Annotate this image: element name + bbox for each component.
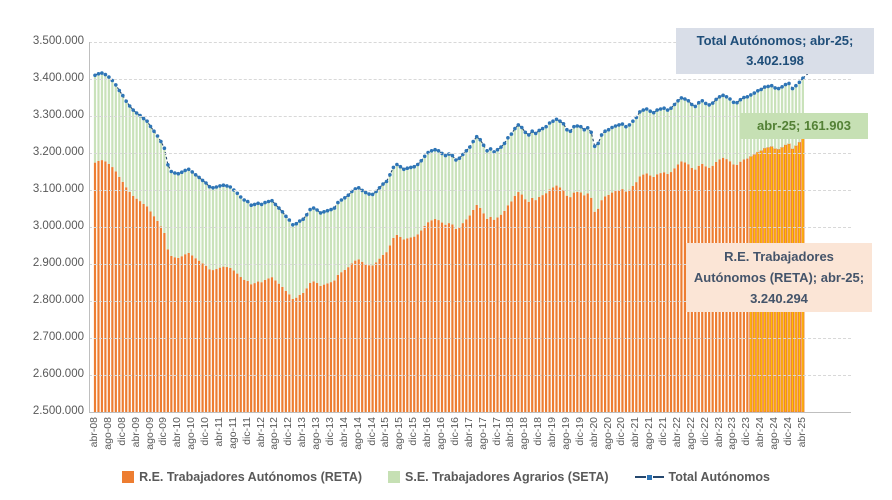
x-axis-tick-label: ago-14 xyxy=(351,417,364,450)
legend-item-seta: S.E. Trabajadores Agrarios (SETA) xyxy=(388,470,609,484)
x-axis-tick-label: ago-09 xyxy=(143,417,156,450)
x-axis-tick-label: dic-22 xyxy=(698,417,711,446)
annotation-total-autonomos: Total Autónomos; abr-25; 3.402.198 xyxy=(676,28,874,74)
x-axis-tick-label: ago-16 xyxy=(435,417,447,450)
y-axis-tick-label: 2.800.000 xyxy=(32,294,84,306)
legend-item-total: Total Autónomos xyxy=(634,470,770,484)
x-axis-tick-label: abr-15 xyxy=(379,417,392,448)
y-gridline xyxy=(89,153,851,154)
total-line-icon xyxy=(634,474,664,480)
x-axis-tick-label: ago-10 xyxy=(185,417,198,450)
y-axis-tick-label: 2.900.000 xyxy=(32,257,84,269)
x-axis-line xyxy=(89,412,851,413)
x-axis-tick-label: abr-16 xyxy=(421,417,434,448)
x-axis-tick-label: dic-17 xyxy=(490,417,503,446)
annotation-total-line1: Total Autónomos; abr-25; xyxy=(696,33,854,48)
x-axis-tick-label: abr-17 xyxy=(462,417,475,448)
x-axis-tick-label: ago-23 xyxy=(726,417,739,450)
chart-legend: R.E. Trabajadores Autónomos (RETA) S.E. … xyxy=(0,470,892,484)
y-gridline xyxy=(89,338,851,339)
y-axis-tick-label: 3.400.000 xyxy=(32,72,84,84)
x-axis-tick-label: dic-14 xyxy=(365,417,378,446)
x-axis-tick-label: dic-10 xyxy=(199,417,212,446)
x-axis-tick-label: dic-08 xyxy=(115,417,128,446)
y-gridline xyxy=(89,264,851,265)
y-gridline xyxy=(89,190,851,191)
total-line xyxy=(94,72,804,226)
x-axis-tick-label: ago-24 xyxy=(768,417,781,450)
x-axis-tick-label: abr-25 xyxy=(795,417,808,448)
x-axis-tick-label: abr-11 xyxy=(212,417,225,447)
x-axis-tick-label: ago-13 xyxy=(310,417,323,450)
x-axis-tick-label: dic-13 xyxy=(323,417,336,446)
annotation-reta-line1: R.E. Trabajadores xyxy=(724,249,834,264)
y-gridline xyxy=(89,116,851,117)
x-axis-tick-label: dic-24 xyxy=(782,417,794,446)
y-gridline xyxy=(89,42,851,43)
x-axis-tick-label: ago-17 xyxy=(476,417,489,450)
x-axis-tick-label: dic-15 xyxy=(407,417,420,446)
x-axis-tick-label: abr-19 xyxy=(546,417,559,448)
y-axis-tick-label: 2.500.000 xyxy=(32,405,84,417)
x-axis-tick-label: ago-11 xyxy=(226,417,239,449)
x-axis-tick-label: ago-08 xyxy=(101,417,114,450)
y-gridline xyxy=(89,301,851,302)
x-axis-tick-label: ago-21 xyxy=(643,417,656,450)
x-axis-tick-label: abr-14 xyxy=(337,417,350,448)
annotation-reta: R.E. Trabajadores Autónomos (RETA); abr-… xyxy=(686,243,872,312)
legend-item-reta: R.E. Trabajadores Autónomos (RETA) xyxy=(122,470,362,484)
annotation-seta-value: abr-25; 161.903 xyxy=(757,118,851,133)
x-axis-tick-label: abr-13 xyxy=(296,417,309,448)
y-gridline xyxy=(89,375,851,376)
y-axis-tick-label: 2.600.000 xyxy=(32,368,84,380)
y-axis-tick-label: 3.300.000 xyxy=(32,109,84,121)
x-axis-tick-label: abr-20 xyxy=(587,417,600,448)
x-axis-tick-label: ago-19 xyxy=(559,417,572,450)
x-axis-tick-label: ago-18 xyxy=(518,417,531,450)
y-axis-tick-label: 2.700.000 xyxy=(32,331,84,343)
x-axis-tick-label: abr-21 xyxy=(629,417,642,448)
seta-swatch-icon xyxy=(388,471,401,483)
x-axis-tick-label: ago-12 xyxy=(268,417,281,450)
x-axis-tick-label: dic-23 xyxy=(740,417,753,446)
y-axis-tick-label: 3.500.000 xyxy=(32,35,84,47)
legend-reta-label: R.E. Trabajadores Autónomos (RETA) xyxy=(139,470,363,484)
x-axis-tick-label: ago-15 xyxy=(393,417,406,450)
x-axis-tick-label: abr-24 xyxy=(754,417,767,448)
total-line-dots xyxy=(93,71,805,227)
x-axis-tick-label: dic-16 xyxy=(448,417,461,446)
y-gridline xyxy=(89,227,851,228)
x-axis-tick-label: ago-22 xyxy=(684,417,697,450)
y-axis-tick-label: 3.200.000 xyxy=(32,146,84,158)
y-gridline xyxy=(89,79,851,80)
y-axis-line xyxy=(89,42,90,412)
annotation-reta-value: 3.240.294 xyxy=(750,291,808,306)
legend-total-label: Total Autónomos xyxy=(668,470,770,484)
y-axis-tick-label: 3.000.000 xyxy=(32,220,84,232)
annotation-seta: abr-25; 161.903 xyxy=(740,113,868,139)
x-axis-tick-label: abr-12 xyxy=(254,417,267,448)
x-axis-tick-label: dic-09 xyxy=(157,417,170,446)
x-axis-tick-label: dic-11 xyxy=(240,417,253,445)
x-axis-tick-label: ago-20 xyxy=(601,417,614,450)
x-axis-tick-label: abr-18 xyxy=(504,417,517,448)
x-axis-tick-label: dic-21 xyxy=(657,417,670,446)
x-axis-tick-label: abr-23 xyxy=(712,417,725,448)
x-axis-tick-label: dic-19 xyxy=(573,417,586,446)
annotation-total-value: 3.402.198 xyxy=(746,53,804,68)
y-axis-tick-label: 3.100.000 xyxy=(32,183,84,195)
x-axis-tick-label: abr-09 xyxy=(129,417,142,448)
reta-swatch-icon xyxy=(122,471,135,483)
x-axis-tick-label: dic-18 xyxy=(532,417,545,446)
x-axis-tick-label: dic-12 xyxy=(282,417,295,446)
x-axis-tick-label: dic-20 xyxy=(615,417,628,446)
annotation-reta-line2: Autónomos (RETA); abr-25; xyxy=(693,270,865,285)
legend-seta-label: S.E. Trabajadores Agrarios (SETA) xyxy=(405,470,609,484)
x-axis-tick-label: abr-22 xyxy=(670,417,683,448)
x-axis-tick-label: abr-08 xyxy=(88,417,100,448)
x-axis-tick-label: abr-10 xyxy=(171,417,184,448)
